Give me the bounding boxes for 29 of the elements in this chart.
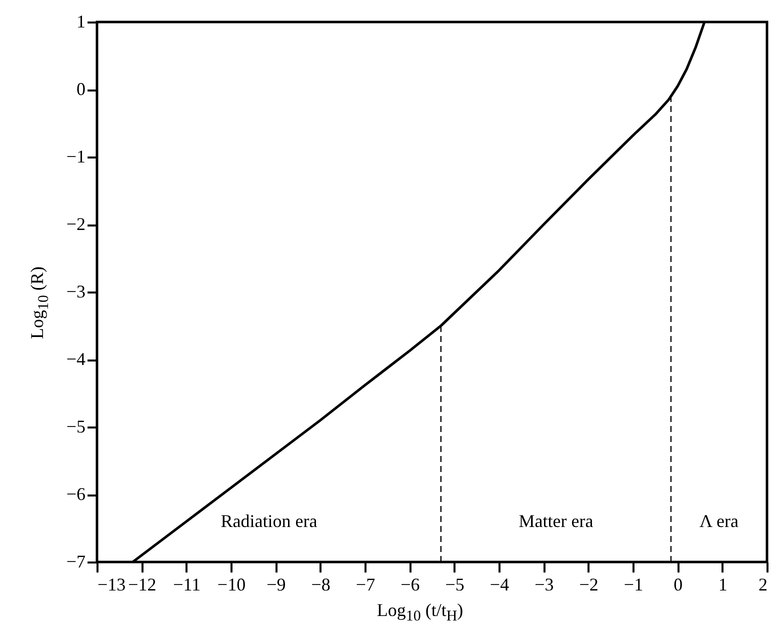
annotation: Λ era [699, 511, 739, 531]
x-tick-label: 2 [758, 574, 768, 594]
annotation: Radiation era [220, 511, 318, 531]
x-tick-label: −9 [266, 574, 286, 594]
y-tick-label: −3 [66, 282, 86, 302]
x-tick-label: −4 [490, 574, 510, 594]
x-tick-label: −10 [217, 574, 246, 594]
annotation: Matter era [518, 511, 594, 531]
x-tick-label: −6 [400, 574, 420, 594]
x-tick-label: −1 [624, 574, 644, 594]
x-tick-label: −12 [128, 574, 156, 594]
x-tick-label: 0 [674, 574, 683, 594]
x-tick-label: −2 [579, 574, 598, 594]
x-tick-label: −11 [173, 574, 201, 594]
x-tick-label: −5 [445, 574, 464, 594]
y-tick-label: −4 [66, 349, 86, 369]
x-tick-label: −7 [356, 574, 376, 594]
y-tick-label: −2 [66, 214, 86, 234]
y-tick-label: −5 [66, 416, 86, 436]
y-tick-label: 0 [76, 79, 86, 99]
x-axis-title: Log$_{10}$ (t/t$_{H}$) [376, 600, 464, 626]
y-tick-label: 1 [76, 12, 86, 32]
x-tick-label: −8 [311, 574, 330, 594]
y-tick-label: −6 [66, 484, 86, 504]
x-tick-label: 1 [718, 574, 728, 594]
x-tick-label: −3 [534, 574, 554, 594]
y-tick-label: −7 [66, 552, 86, 572]
y-tick-label: −1 [66, 146, 86, 166]
x-tick-label: −13 [98, 574, 126, 594]
